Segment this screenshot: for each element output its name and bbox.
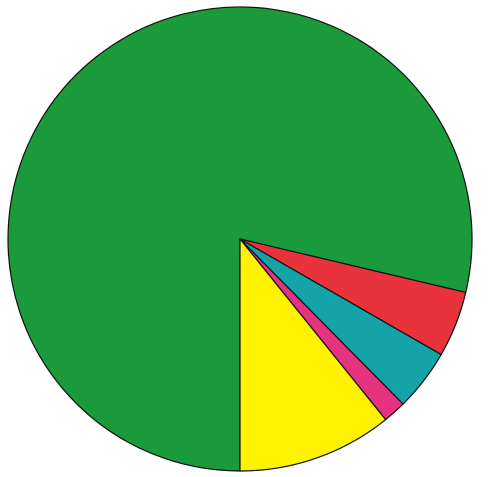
pie-slice-4	[239, 238, 387, 472]
